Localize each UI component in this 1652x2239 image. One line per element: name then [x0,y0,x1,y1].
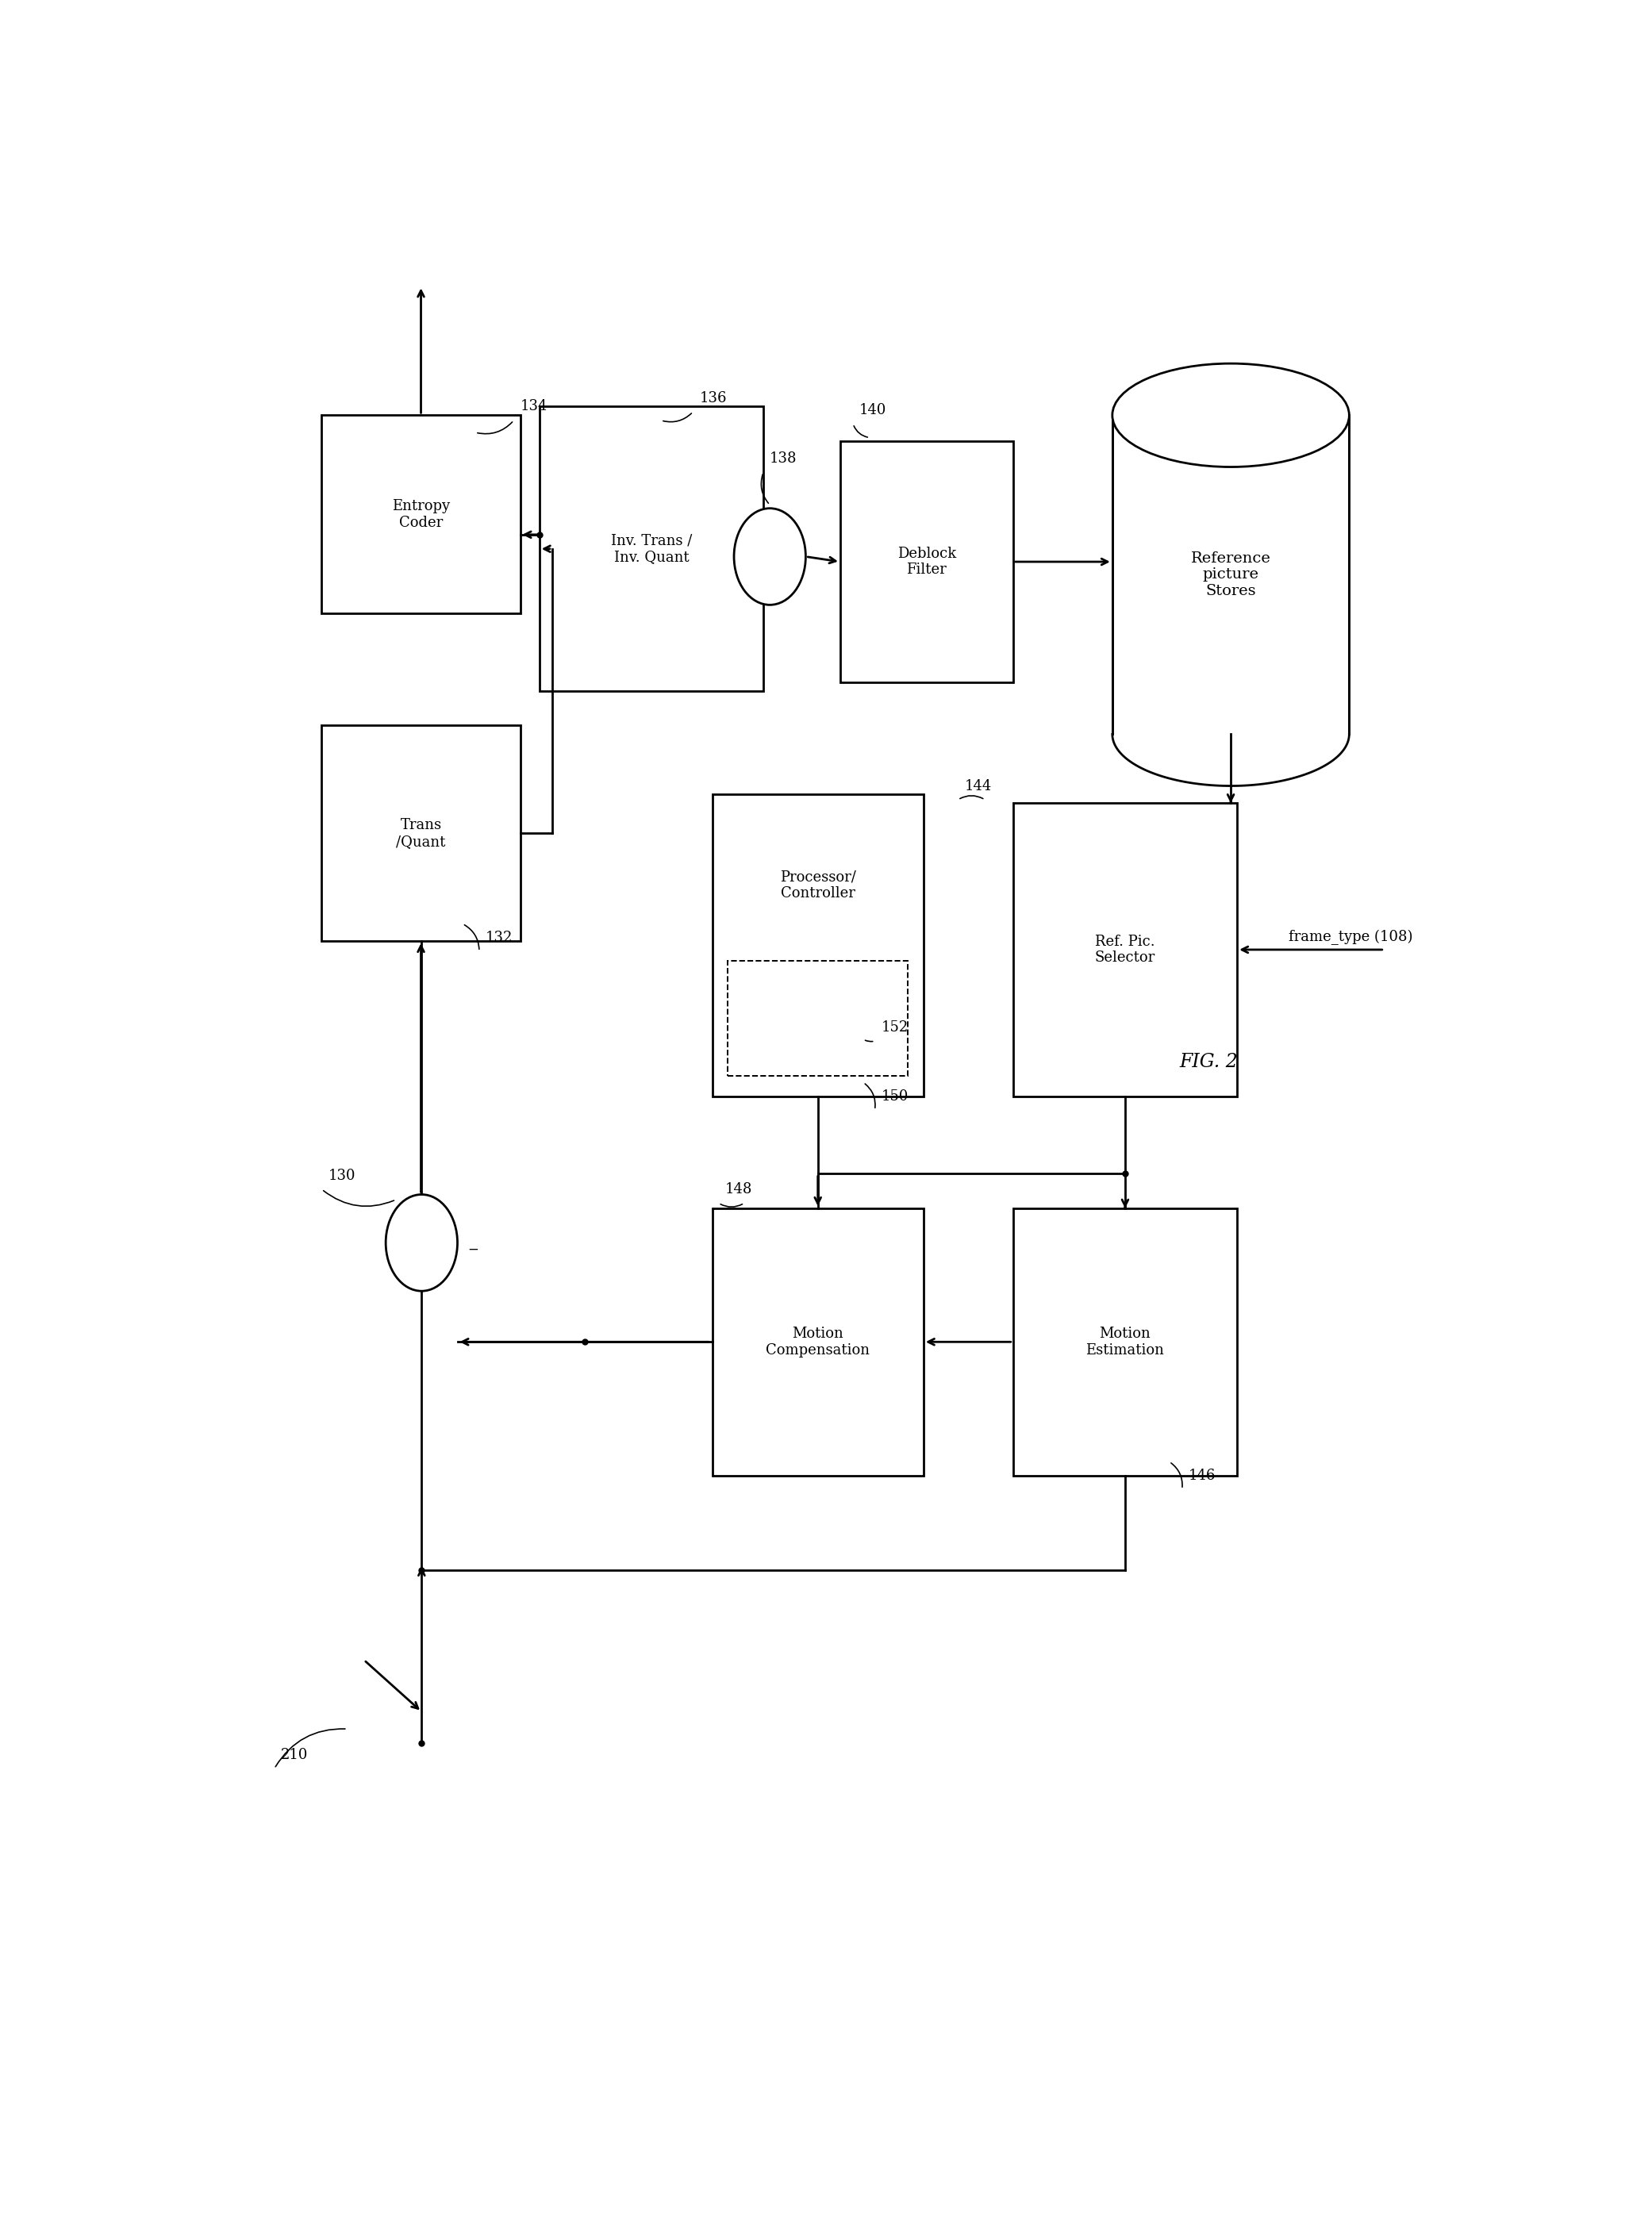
Bar [1013,804,1237,1097]
Text: 150: 150 [881,1088,909,1104]
Bar [841,441,1013,683]
Text: 138: 138 [770,452,798,466]
Bar [1112,414,1350,734]
Text: Deblock
Filter: Deblock Filter [897,546,957,578]
Text: 146: 146 [1188,1469,1216,1482]
Text: Ref. Pic.
Selector: Ref. Pic. Selector [1095,934,1155,965]
Text: +: + [415,1236,428,1249]
Text: Motion
Compensation: Motion Compensation [767,1325,871,1357]
Text: 140: 140 [859,403,887,416]
Text: 130: 130 [329,1169,355,1182]
Text: 142: 142 [1279,383,1307,396]
Bar [1013,1209,1237,1476]
Text: 152: 152 [881,1021,909,1034]
Bar [322,414,520,613]
Text: frame_type (108): frame_type (108) [1289,929,1412,945]
Bar [322,725,520,940]
Bar [712,1209,923,1476]
Text: Reference
picture
Stores: Reference picture Stores [1191,551,1270,598]
Text: FIG. 2: FIG. 2 [1180,1052,1237,1070]
Text: Processor/
Controller: Processor/ Controller [780,869,856,900]
Bar [727,961,909,1075]
Text: Trans
/Quant: Trans /Quant [396,817,446,849]
Bar [539,407,763,692]
Text: Motion
Estimation: Motion Estimation [1085,1325,1165,1357]
Text: 210: 210 [281,1749,307,1762]
Text: +: + [763,549,776,564]
Ellipse shape [1112,363,1350,468]
Bar [712,795,923,1097]
Text: 144: 144 [965,779,991,793]
Circle shape [385,1193,458,1292]
Text: −: − [468,1243,479,1256]
Text: Inv. Trans /
Inv. Quant: Inv. Trans / Inv. Quant [611,533,692,564]
Text: 136: 136 [699,392,727,405]
Text: Entropy
Coder: Entropy Coder [392,499,449,531]
Text: 132: 132 [486,931,512,945]
Text: 148: 148 [725,1182,752,1196]
Circle shape [733,508,806,605]
Text: 134: 134 [520,399,547,414]
